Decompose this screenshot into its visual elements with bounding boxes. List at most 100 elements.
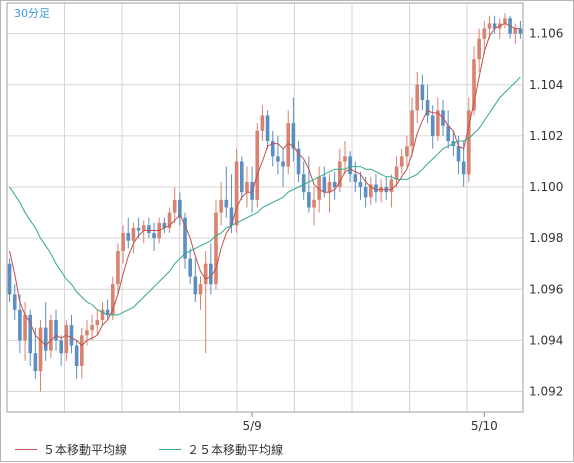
candle-body [74, 345, 79, 366]
candle-body [80, 335, 84, 366]
candle-body [126, 233, 131, 241]
legend-ma25: ２５本移動平均線 [159, 441, 283, 458]
candle-body [492, 23, 497, 29]
candle-body [477, 38, 481, 60]
y-tick-label: 1.102 [529, 129, 563, 143]
candle-body [265, 115, 270, 142]
candle-body [472, 59, 476, 111]
x-tick-label: 5/9 [242, 419, 261, 433]
candle-body [90, 325, 94, 331]
plot-border [6, 2, 524, 413]
grid-lines [7, 3, 523, 412]
candle-body [270, 141, 275, 157]
candle-body [312, 199, 316, 208]
candle-body [33, 353, 38, 372]
candle-body [358, 181, 363, 188]
candle-body [245, 181, 249, 193]
timeframe-label: 30分足 [14, 7, 50, 20]
candle-body [131, 227, 136, 241]
x-tick-label: 5/10 [471, 419, 498, 433]
candle-body [28, 314, 33, 354]
candle-body [234, 161, 239, 226]
candle-body [394, 166, 399, 180]
candle-body [374, 184, 378, 193]
candle-body [49, 319, 53, 351]
candle-body [198, 284, 203, 295]
candle-body [260, 115, 265, 131]
candle-body [343, 156, 347, 162]
candle-body [399, 156, 404, 167]
candle-body [105, 309, 110, 315]
candle-body [503, 18, 507, 24]
candle-body [296, 148, 301, 175]
candle-body [286, 123, 291, 167]
candle-body [100, 309, 105, 320]
candle-body [183, 217, 187, 259]
candle-body [38, 327, 43, 372]
candle-body [85, 330, 89, 336]
candle-body [425, 100, 430, 116]
candle-body [152, 233, 156, 239]
candle-body [291, 123, 296, 149]
candle-body [518, 28, 523, 34]
candle-body [281, 161, 285, 167]
candle-body [116, 250, 120, 285]
candle-body [332, 181, 337, 188]
candle-body [54, 319, 58, 341]
candle-body [446, 125, 450, 142]
candle-body [322, 176, 327, 193]
candle-body [172, 199, 177, 213]
candle-body [389, 179, 394, 193]
candle-body [167, 212, 172, 228]
candle-body [23, 314, 27, 341]
candle-body [18, 309, 22, 341]
candle-body [368, 184, 373, 198]
candles [7, 13, 523, 392]
candle-body [147, 225, 151, 234]
candle-body [69, 325, 74, 346]
candle-body [430, 115, 435, 136]
candle-body [219, 199, 223, 213]
candle-body [229, 207, 234, 226]
candle-body [410, 110, 414, 147]
candle-body [456, 146, 461, 162]
candle-body [317, 176, 321, 200]
candle-body [239, 161, 244, 193]
candle-body [209, 263, 213, 285]
candle-body [353, 174, 358, 182]
candle-body [420, 84, 425, 101]
candle-body [12, 294, 17, 310]
y-tick-label: 1.106 [529, 27, 563, 41]
candle-body [110, 284, 115, 315]
candle-body [203, 263, 208, 285]
y-tick-label: 1.096 [529, 282, 563, 296]
candle-body [193, 276, 198, 295]
candle-body [136, 227, 141, 231]
ma5-line [9, 22, 521, 347]
candle-body [7, 263, 12, 295]
ma25-line [9, 76, 521, 316]
candle-body [338, 161, 342, 188]
candle-body [415, 84, 420, 111]
candle-body [255, 130, 260, 200]
candle-body [301, 174, 306, 193]
candle-body [64, 325, 69, 354]
legend-ma25-label: ２５本移動平均線 [187, 443, 284, 457]
legend-ma25-swatch [159, 449, 181, 450]
candle-body [436, 110, 440, 136]
candle-body [307, 192, 311, 208]
moving-average-lines [9, 22, 521, 347]
legend-ma5-label: ５本移動平均線 [43, 443, 128, 457]
candle-body [162, 222, 167, 228]
y-tick-label: 1.104 [529, 78, 563, 92]
candle-body [188, 258, 192, 277]
legend-ma5-swatch [15, 449, 37, 450]
y-tick-label: 1.094 [529, 333, 563, 347]
candle-body [513, 28, 518, 34]
y-tick-label: 1.100 [529, 180, 563, 194]
candle-body [487, 23, 492, 29]
y-tick-label: 1.098 [529, 231, 563, 245]
candle-body [214, 212, 218, 285]
